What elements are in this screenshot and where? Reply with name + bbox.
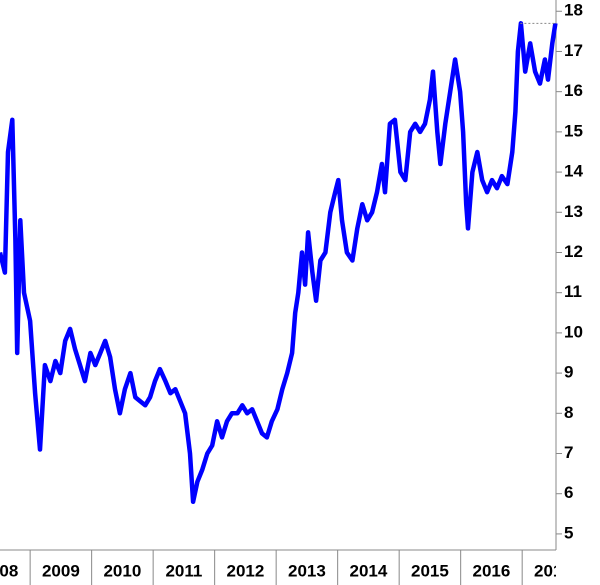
x-tick-label: 2008 [0, 561, 18, 580]
y-tick-label: 16 [564, 81, 583, 100]
x-tick-label: 2014 [349, 561, 387, 580]
x-tick-label: 2010 [103, 561, 141, 580]
y-tick-label: 11 [564, 282, 582, 301]
y-tick-label: 9 [564, 363, 573, 382]
y-tick-label: 14 [564, 162, 583, 181]
x-tick-label: 2013 [288, 561, 326, 580]
y-tick-label: 5 [564, 523, 573, 542]
y-tick-label: 12 [564, 242, 583, 261]
y-tick-label: 13 [564, 202, 583, 221]
x-tick-label: 2009 [42, 561, 80, 580]
y-tick-label: 18 [564, 1, 583, 20]
x-tick-label: 2015 [411, 561, 449, 580]
y-tick-label: 17 [564, 41, 583, 60]
y-tick-label: 15 [564, 121, 583, 140]
y-tick-label: 6 [564, 483, 573, 502]
line-series [0, 21, 558, 505]
y-tick-label: 8 [564, 403, 573, 422]
x-tick-label: 2016 [473, 561, 511, 580]
y-tick-label: 7 [564, 443, 573, 462]
x-axis-group: 2008 2009 2010 2011 2012 2013 2014 2015 2016 2017 [0, 550, 572, 585]
x-tick-label: 2011 [165, 561, 202, 580]
x-tick-label: 2017 [534, 561, 572, 580]
x-tick-label: 2012 [226, 561, 264, 580]
y-tick-label: 10 [564, 322, 583, 341]
